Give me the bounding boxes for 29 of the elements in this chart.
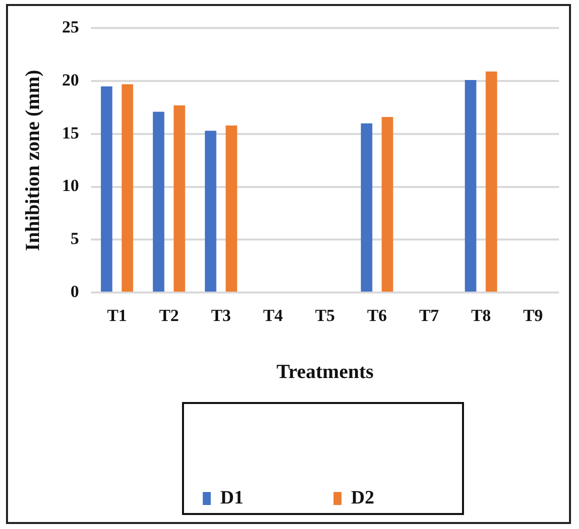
y-tick-label: 15	[62, 123, 79, 142]
y-tick-label: 0	[70, 282, 79, 301]
x-tick-label: T3	[211, 306, 231, 326]
x-tick-label: T1	[107, 306, 127, 326]
y-tick-label: 20	[62, 70, 79, 90]
y-axis-title: Inhibition zone (mm)	[22, 70, 44, 251]
y-tick-label: 25	[62, 18, 79, 37]
bar	[204, 130, 216, 292]
x-tick-label: T4	[263, 306, 284, 326]
x-tick-label: T6	[367, 306, 387, 326]
bar	[486, 72, 498, 292]
x-tick-label: T5	[315, 306, 335, 326]
legend-label: D2	[351, 487, 374, 508]
y-tick-label: 5	[70, 229, 79, 248]
bar	[100, 86, 112, 292]
bar	[382, 117, 394, 292]
x-axis-title: Treatments	[276, 361, 374, 384]
bar	[152, 112, 164, 292]
x-tick-label: T9	[523, 306, 543, 326]
bar	[464, 80, 476, 292]
legend-label: D1	[220, 487, 244, 508]
x-tick-label: T2	[159, 306, 179, 326]
bar	[226, 126, 238, 292]
bar	[360, 123, 372, 292]
bar	[122, 84, 134, 292]
y-tick-label: 10	[62, 176, 79, 196]
bar	[174, 105, 186, 292]
x-tick-label: T7	[419, 306, 440, 326]
x-tick-label: T8	[471, 306, 491, 326]
